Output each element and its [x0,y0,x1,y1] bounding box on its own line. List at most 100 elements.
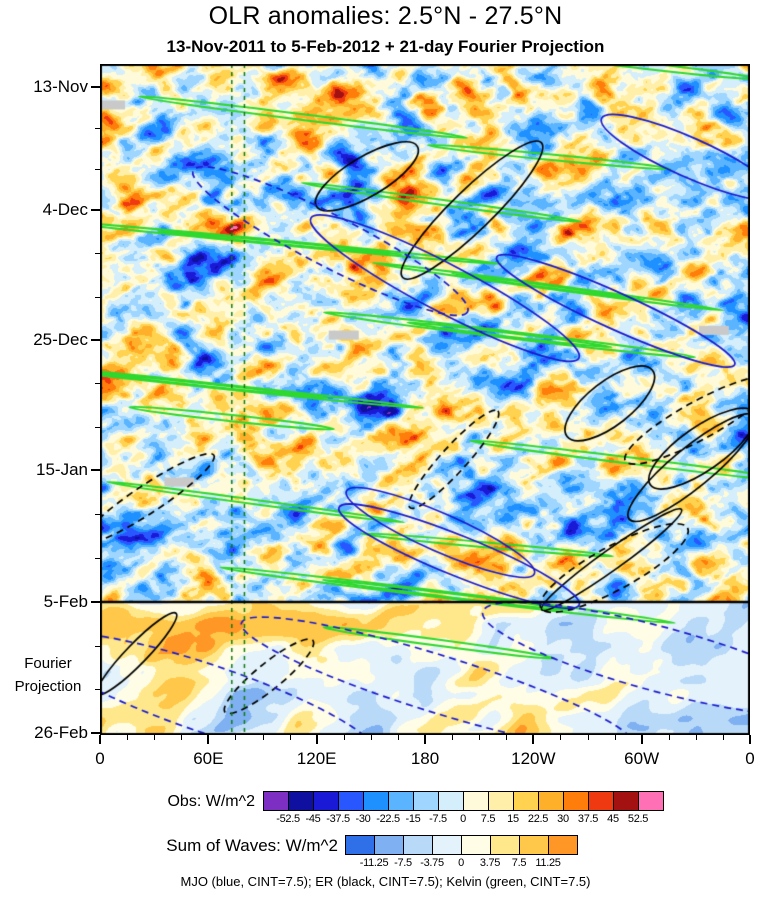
x-axis-label: 120W [511,749,556,768]
x-axis-minor-tick [397,735,399,740]
y-axis-tick [91,338,100,341]
x-axis-tick [640,735,643,744]
obs-colorbar-tick-label: 52.5 [627,813,649,825]
obs-colorbar-label: Obs: W/m^2 [167,793,255,810]
y-axis-tick [91,85,100,88]
y-axis-tick [91,601,100,604]
obs-colorbar-tick-label: -7.5 [429,813,447,825]
waves-colorbar-segment [548,835,578,855]
y-axis-label: 26-Feb [34,722,88,742]
x-axis-minor-tick [370,735,372,740]
y-axis-tick [91,468,100,471]
fourier-projection-label: Fourier Projection [4,652,92,698]
waves-colorbar-segment [403,835,433,855]
x-axis-tick [207,735,210,744]
hovmoller-plot-canvas [100,64,750,735]
obs-colorbar-segment [563,791,589,811]
waves-colorbar-label: Sum of Waves: W/m^2 [166,836,338,855]
y-axis-minor-tick [95,383,100,385]
waves-colorbar-tick-label: 0 [458,857,464,869]
waves-colorbar-segment [374,835,404,855]
x-axis-tick [749,735,751,744]
x-axis-label: 180 [410,749,440,768]
x-axis-tick [532,735,535,744]
obs-colorbar-tick-label: 7.5 [480,813,496,825]
y-axis-minor-tick [95,689,100,691]
x-axis-minor-tick [479,735,481,740]
waves-colorbar-segment [345,835,375,855]
legend-caption: MJO (blue, CINT=7.5); ER (black, CINT=7.… [180,874,591,889]
x-axis-label: 0 [95,749,105,768]
obs-colorbar-tick-label: -45 [305,813,321,825]
fourier-label-line1: Fourier [24,655,72,672]
obs-colorbar-segment [463,791,489,811]
x-axis-minor-tick [668,735,670,740]
obs-colorbar-tick-label: 45 [607,813,619,825]
waves-colorbar-tick-label: -11.25 [359,857,389,869]
x-axis-minor-tick [262,735,264,740]
x-axis-label: 60E [193,749,224,768]
obs-colorbar-segment [488,791,514,811]
obs-colorbar-segment [363,791,389,811]
y-axis-tick [91,209,100,212]
y-axis-label: 13-Nov [33,76,88,96]
obs-colorbar-segment [388,791,414,811]
waves-colorbar-tick-label: -7.5 [394,857,412,869]
obs-colorbar-segment [263,791,289,811]
fourier-label-line2: Projection [14,678,82,695]
y-axis-label: 15-Jan [36,459,88,479]
x-axis-minor-tick [154,735,156,740]
y-axis-minor-tick [95,169,100,171]
obs-colorbar-tick-label: 0 [460,813,466,825]
obs-colorbar-segment [338,791,364,811]
x-axis-minor-tick [452,735,454,740]
y-axis-minor-tick [95,253,100,255]
x-axis-tick [424,735,426,744]
waves-colorbar-tick-label: 7.5 [511,857,527,869]
waves-colorbar-tick-label: -3.75 [420,857,444,869]
obs-colorbar-tick-label: -30 [355,813,371,825]
waves-colorbar-segment [432,835,462,855]
obs-colorbar-tick-label: 37.5 [577,813,599,825]
obs-colorbar-segment [638,791,664,811]
obs-colorbar-tick-label: -22.5 [376,813,400,825]
y-axis-label: 4-Dec [42,200,88,220]
obs-colorbar-segment [538,791,564,811]
x-axis-tick [315,735,318,744]
y-axis-minor-tick [95,296,100,298]
obs-colorbar-tick-label: -15 [405,813,421,825]
obs-colorbar-segment [613,791,639,811]
x-axis-minor-tick [695,735,697,740]
obs-colorbar-tick-label: 30 [557,813,569,825]
obs-colorbar-segment [513,791,539,811]
y-axis-label: 5-Feb [43,592,88,612]
chart-subtitle: 13-Nov-2011 to 5-Feb-2012 + 21-day Fouri… [166,37,605,56]
x-axis-minor-tick [560,735,562,740]
y-axis-minor-tick [95,127,100,129]
obs-colorbar-segment [313,791,339,811]
waves-colorbar-tick-label: 11.25 [535,857,561,869]
x-axis-minor-tick [614,735,616,740]
x-axis-minor-tick [343,735,345,740]
x-axis-minor-tick [127,735,129,740]
x-axis-minor-tick [587,735,589,740]
x-axis-label: 60W [624,749,660,768]
chart-title: OLR anomalies: 2.5°N - 27.5°N [208,2,563,30]
waves-colorbar-segment [490,835,520,855]
x-axis-minor-tick [181,735,183,740]
x-axis-minor-tick [235,735,237,740]
x-axis-label: 120E [296,749,337,768]
y-axis-minor-tick [95,514,100,516]
x-axis-tick [99,735,101,744]
waves-colorbar-segment [461,835,491,855]
y-axis-minor-tick [95,558,100,560]
obs-colorbar-segment [438,791,464,811]
waves-colorbar-tick-label: 3.75 [479,857,501,869]
obs-colorbar-tick-label: 15 [507,813,519,825]
obs-colorbar-tick-label: 22.5 [527,813,549,825]
obs-colorbar-segment [288,791,314,811]
y-axis-minor-tick [95,645,100,647]
obs-colorbar-segment [413,791,439,811]
x-axis-label: 0 [745,749,755,768]
